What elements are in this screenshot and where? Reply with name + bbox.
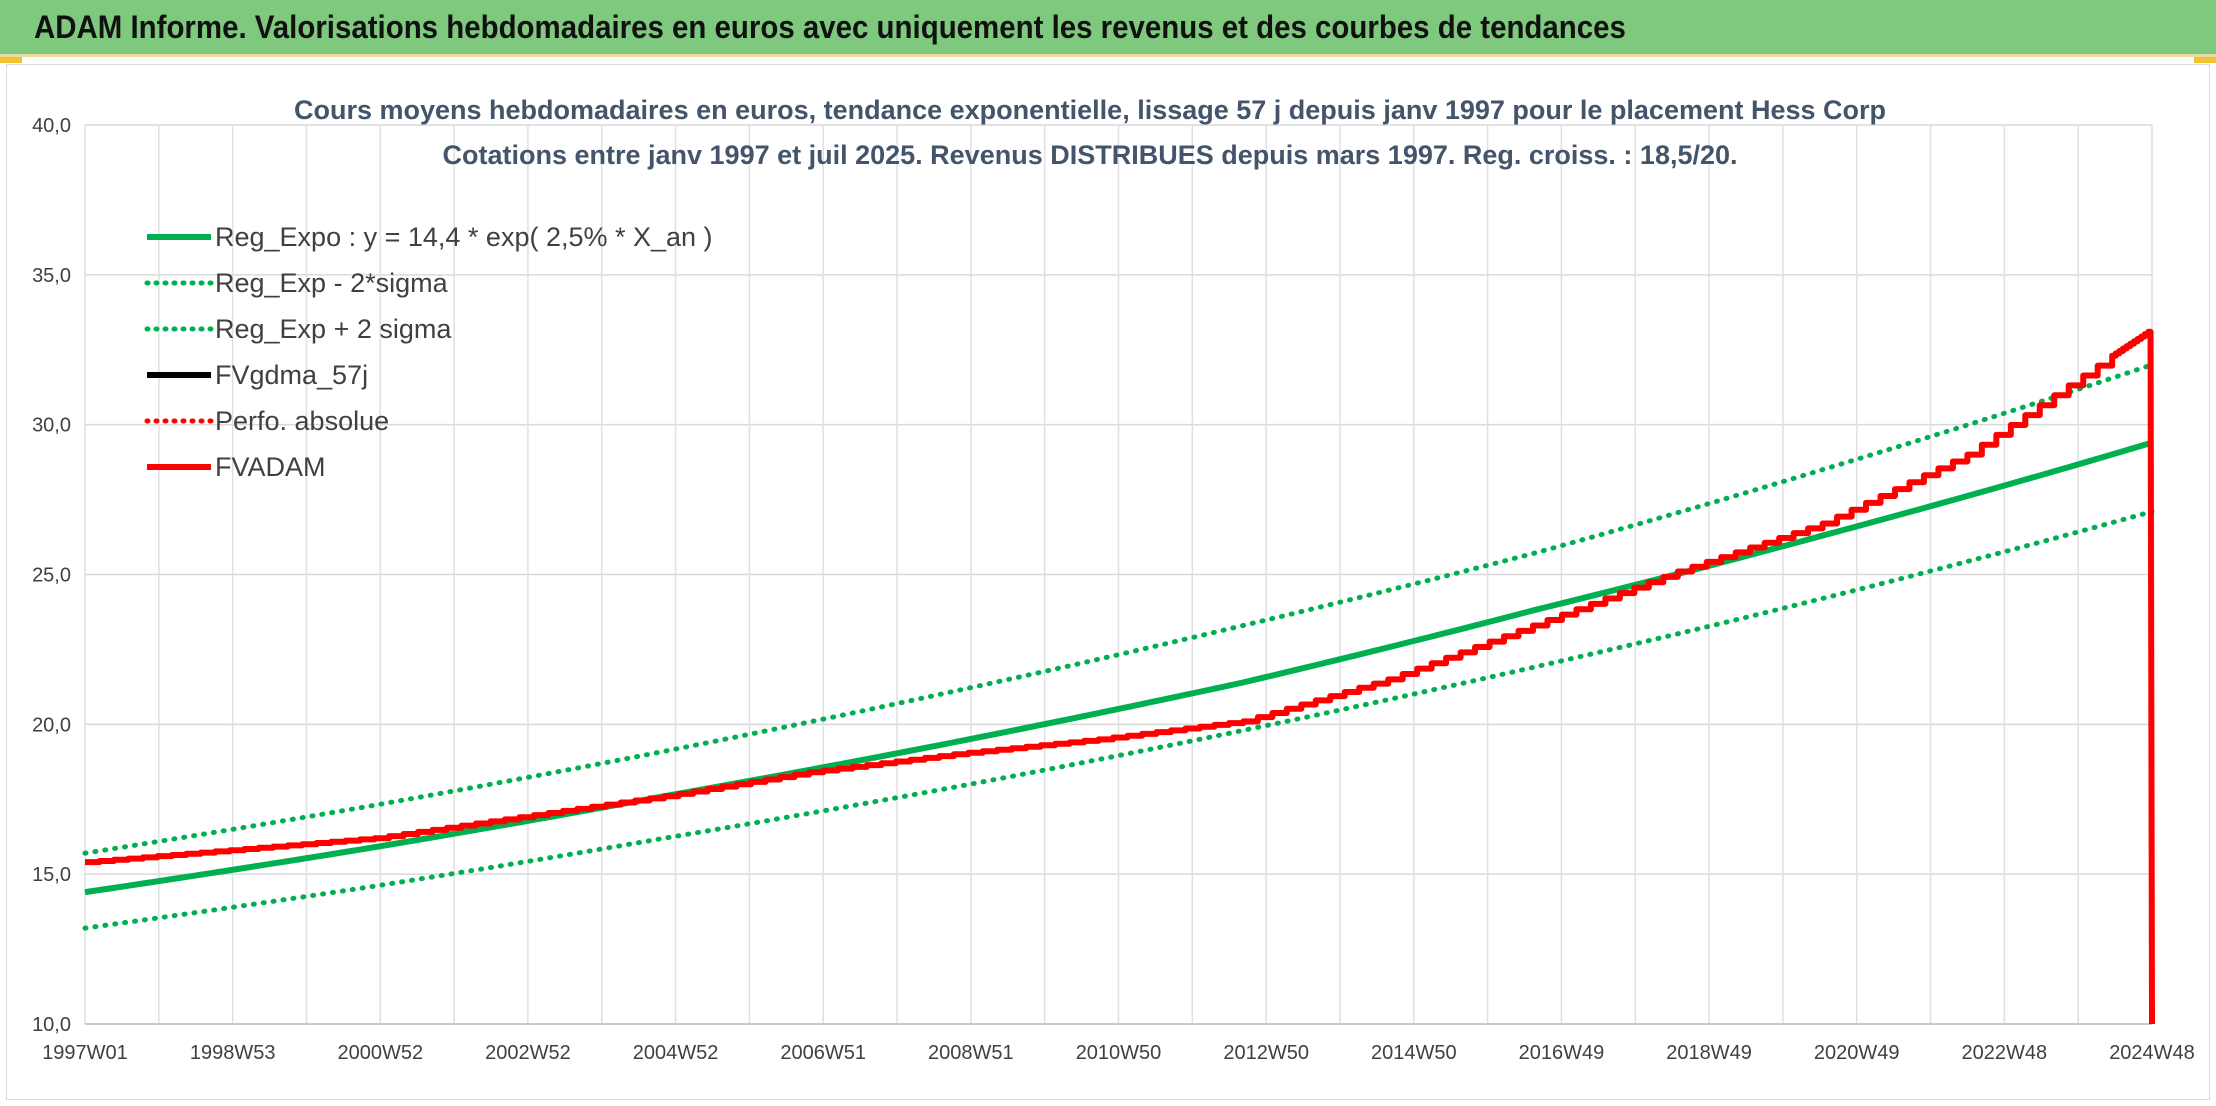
- series-line-1: [82, 509, 2155, 931]
- series-line-0: [84, 439, 2153, 896]
- x-tick-label: 2010W50: [1076, 1042, 1162, 1064]
- y-tick-label: 35,0: [32, 265, 71, 287]
- chart-area: 10,0 15,0 20,0 25,0 30,0 35,0 40,0 1997W01 1998W…: [6, 64, 2210, 1100]
- x-tick-label: 2014W50: [1371, 1042, 1457, 1064]
- grid: [84, 124, 2153, 1025]
- corner-accent-left: [0, 57, 22, 63]
- x-tick-label: 2018W49: [1666, 1042, 1752, 1064]
- legend-label: Perfo. absolue: [215, 406, 389, 436]
- line-chart: 10,0 15,0 20,0 25,0 30,0 35,0 40,0 1997W01 1998W…: [32, 95, 2195, 1064]
- legend-label: FVADAM: [215, 452, 326, 482]
- corner-accent-right: [2194, 57, 2216, 63]
- legend: Reg_Expo : y = 14,4 * exp( 2,5% * X_an )…: [144, 222, 713, 482]
- series: [82, 328, 2155, 1025]
- report-banner: ADAM Informe. Valorisations hebdomadaire…: [0, 0, 2216, 57]
- y-tick-label: 30,0: [32, 415, 71, 437]
- x-tick-label: 2012W50: [1223, 1042, 1309, 1064]
- x-tick-label: 2022W48: [1962, 1042, 2048, 1064]
- legend-label: Reg_Exp - 2*sigma: [215, 268, 449, 298]
- y-tick-label: 25,0: [32, 565, 71, 587]
- series-line-2: [82, 362, 2155, 856]
- x-tick-label: 2004W52: [633, 1042, 719, 1064]
- legend-label: FVgdma_57j: [215, 360, 368, 390]
- x-tick-label: 2024W48: [2109, 1042, 2195, 1064]
- x-tick-label: 2008W51: [928, 1042, 1014, 1064]
- y-tick-label: 40,0: [32, 115, 71, 137]
- x-tick-label: 1997W01: [42, 1042, 128, 1064]
- x-tick-label: 1998W53: [190, 1042, 276, 1064]
- y-tick-label: 15,0: [32, 864, 71, 886]
- x-tick-label: 2002W52: [485, 1042, 571, 1064]
- legend-label: Reg_Exp + 2 sigma: [215, 314, 452, 344]
- report-title: ADAM Informe. Valorisations hebdomadaire…: [34, 9, 1626, 45]
- x-tick-label: 2016W49: [1519, 1042, 1605, 1064]
- chart-title-line: Cotations entre janv 1997 et juil 2025. …: [442, 140, 1737, 170]
- y-tick-label: 10,0: [32, 1014, 71, 1036]
- y-tick-label: 20,0: [32, 714, 71, 736]
- chart-title-line: Cours moyens hebdomadaires en euros, ten…: [294, 95, 1886, 125]
- series-line-5: [85, 328, 2155, 1025]
- axes: 10,0 15,0 20,0 25,0 30,0 35,0 40,0 1997W01 1998W…: [32, 115, 2195, 1064]
- x-tick-label: 2000W52: [337, 1042, 423, 1064]
- chart-title: Cours moyens hebdomadaires en euros, ten…: [294, 95, 1886, 170]
- legend-label: Reg_Expo : y = 14,4 * exp( 2,5% * X_an ): [215, 222, 713, 252]
- x-tick-label: 2020W49: [1814, 1042, 1900, 1064]
- x-tick-label: 2006W51: [780, 1042, 866, 1064]
